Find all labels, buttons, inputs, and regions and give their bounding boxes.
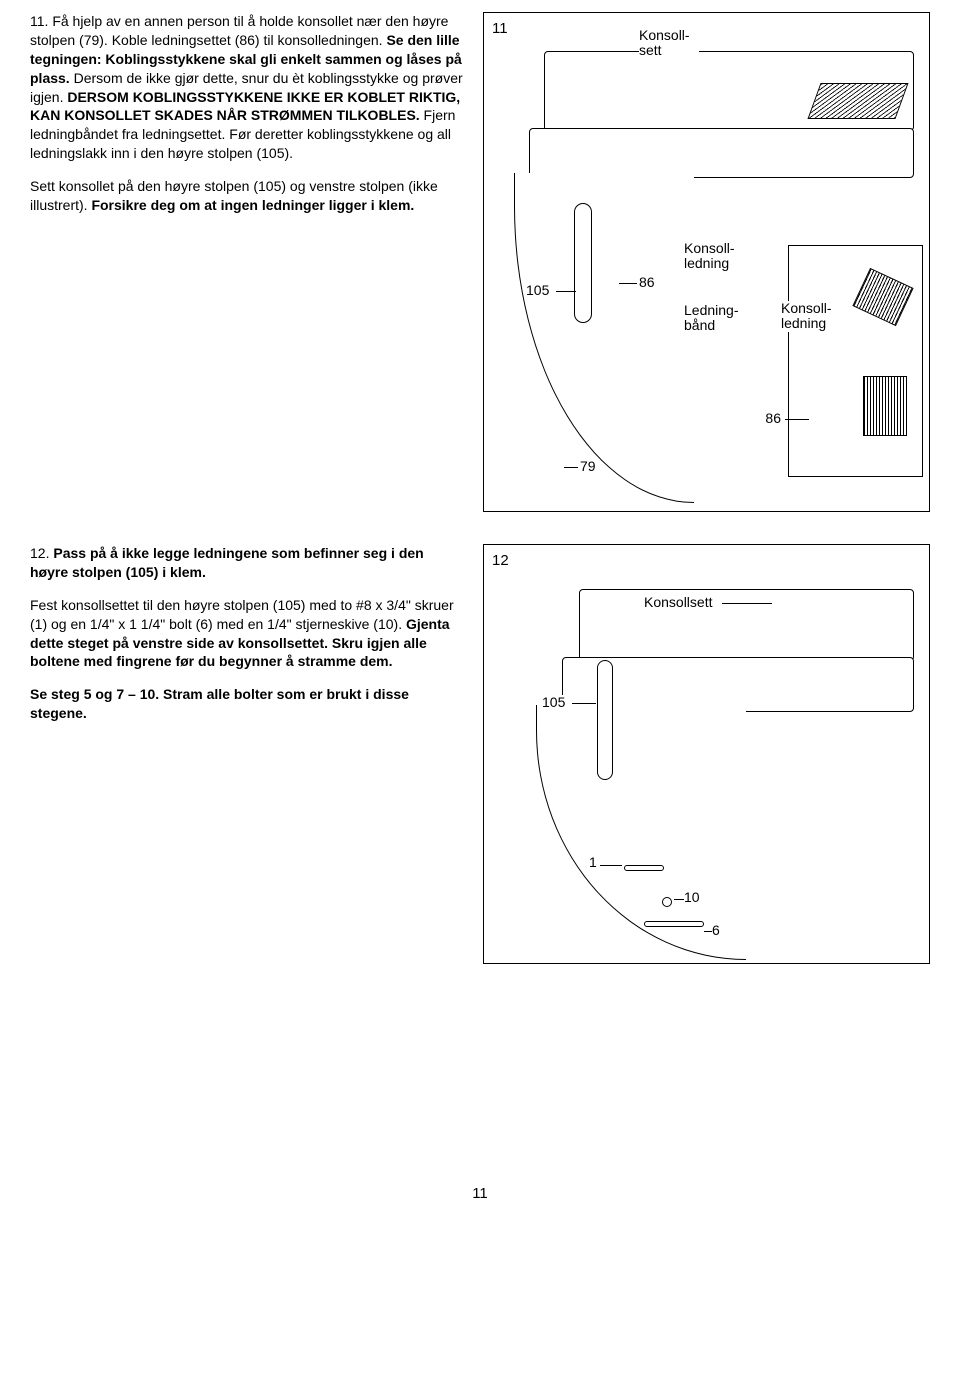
page-number: 11 <box>30 1184 930 1204</box>
label-6: 6 <box>712 923 720 938</box>
step-12-para-2: Fest konsollsettet til den høyre stolpen… <box>30 596 465 672</box>
leader-ks12 <box>722 603 772 604</box>
label-105-12: 105 <box>542 695 565 710</box>
leader-6 <box>704 931 712 932</box>
fig11-inset-conn-bottom <box>863 376 907 436</box>
t12-1b: Pass på å ikke legge ledningene som befi… <box>30 545 424 580</box>
label-ledningband: Ledning­bånd <box>684 303 754 334</box>
fig11-post-105 <box>574 203 592 323</box>
fig11-grille <box>807 83 908 119</box>
leader-10 <box>674 899 684 900</box>
leader-86b <box>785 419 809 420</box>
step-12-row: 12. Pass på å ikke legge ledningene som … <box>30 544 930 964</box>
figure-11-col: 11 Konsoll­sett 105 86 Konsoll­ledning L… <box>483 12 930 512</box>
leader-86a <box>619 283 637 284</box>
fig12-washer-10 <box>662 897 672 907</box>
figure-11-number: 11 <box>492 19 508 39</box>
figure-12-number: 12 <box>492 551 509 571</box>
label-86b: 86 <box>765 411 781 426</box>
label-konsollsett-11: Konsoll­sett <box>639 28 699 59</box>
label-konsollledning-1: Konsoll­ledning <box>684 241 744 272</box>
step-11-para-2: Sett konsollet på den høyre stolpen (105… <box>30 177 465 215</box>
leader-1 <box>600 865 622 866</box>
fig12-bolt-6 <box>644 921 704 927</box>
t12-3: Se steg 5 og 7 – 10. Stram alle bolter s… <box>30 686 409 721</box>
label-79: 79 <box>580 459 596 474</box>
fig12-console-top <box>579 589 914 661</box>
step-12-text: 12. Pass på å ikke legge ledningene som … <box>30 544 465 964</box>
fig12-post-105 <box>597 660 613 780</box>
figure-12: 12 Konsollsett 105 1 10 6 <box>483 544 930 964</box>
label-10: 10 <box>684 890 700 905</box>
label-86a: 86 <box>639 275 655 290</box>
t12-1a: 12. <box>30 545 53 561</box>
t11-d: DERSOM KOBLINGSSTYKKENE IKKE ER KOBLET R… <box>30 89 460 124</box>
step-11-para-1: 11. Få hjelp av en annen person til å ho… <box>30 12 465 163</box>
label-konsollledning-2: Konsoll­ledning <box>781 301 841 332</box>
label-105-11: 105 <box>526 283 549 298</box>
label-1: 1 <box>589 855 597 870</box>
leader-105-11 <box>556 291 576 292</box>
figure-12-col: 12 Konsollsett 105 1 10 6 <box>483 544 930 964</box>
t11-2b: Forsikre deg om at ingen ledninger ligge… <box>91 197 414 213</box>
fig12-screw-1 <box>624 865 664 871</box>
label-konsollsett-12: Konsollsett <box>644 595 712 610</box>
step-11-row: 11. Få hjelp av en annen person til å ho… <box>30 12 930 512</box>
step-11-text: 11. Få hjelp av en annen person til å ho… <box>30 12 465 512</box>
fig11-inset-conn-top <box>852 268 913 326</box>
fig11-post-curve <box>514 173 694 503</box>
t12-2a: Fest konsollsettet til den høyre stolpen… <box>30 597 454 632</box>
leader-105-12 <box>572 703 596 704</box>
fig11-console-mid <box>529 128 914 178</box>
leader-79 <box>564 467 578 468</box>
step-12-para-1: 12. Pass på å ikke legge ledningene som … <box>30 544 465 582</box>
step-12-para-3: Se steg 5 og 7 – 10. Stram alle bolter s… <box>30 685 465 723</box>
fig12-console-mid <box>562 657 914 712</box>
fig11-inset <box>788 245 923 477</box>
figure-11: 11 Konsoll­sett 105 86 Konsoll­ledning L… <box>483 12 930 512</box>
